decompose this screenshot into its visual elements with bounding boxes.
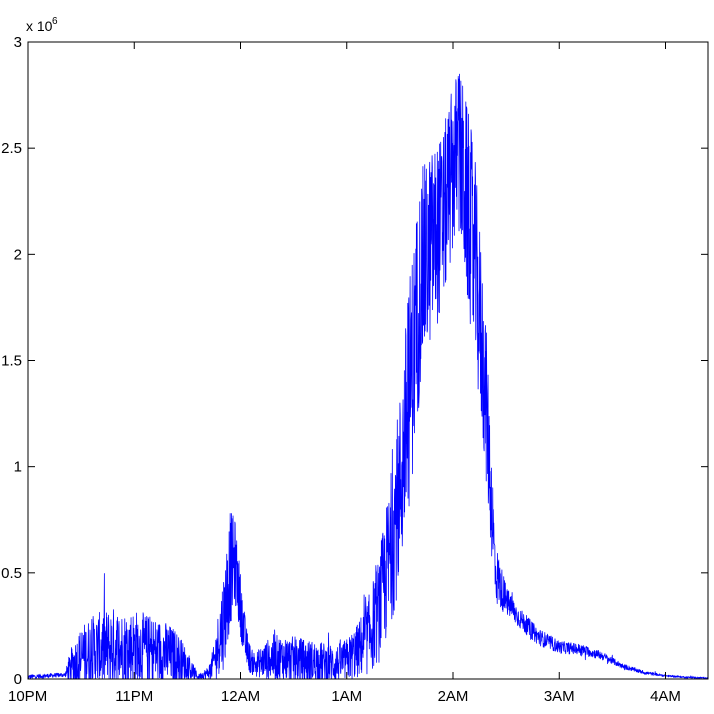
y-tick-label: 1.5 [1, 353, 22, 370]
y-axis-ticks: 0 0.5 1 1.5 2 2.5 3 [1, 34, 708, 688]
x-tick-label: 2AM [438, 688, 469, 705]
x-tick-label: 4AM [650, 688, 681, 705]
x-tick-label: 11PM [115, 688, 153, 705]
y-tick-label: 0.5 [1, 565, 22, 582]
y-tick-label: 1 [14, 459, 22, 476]
y-axis-multiplier: x 10 6 [26, 16, 58, 34]
y-tick-label: 2.5 [1, 140, 22, 157]
plot-area [27, 73, 709, 680]
y-tick-label: 2 [14, 246, 22, 263]
y-multiplier-exponent: 6 [52, 16, 58, 27]
y-tick-label: 0 [14, 671, 22, 688]
y-tick-label: 3 [14, 34, 22, 51]
x-tick-label: 3AM [544, 688, 575, 705]
series-line [27, 73, 709, 680]
x-tick-label: 12AM [221, 688, 260, 705]
x-axis-ticks: 10PM 11PM 12AM 1AM 2AM 3AM 4AM [8, 42, 681, 705]
x-tick-label: 1AM [331, 688, 362, 705]
x-tick-label: 10PM [8, 688, 47, 705]
y-multiplier-base: x 10 [26, 18, 53, 34]
